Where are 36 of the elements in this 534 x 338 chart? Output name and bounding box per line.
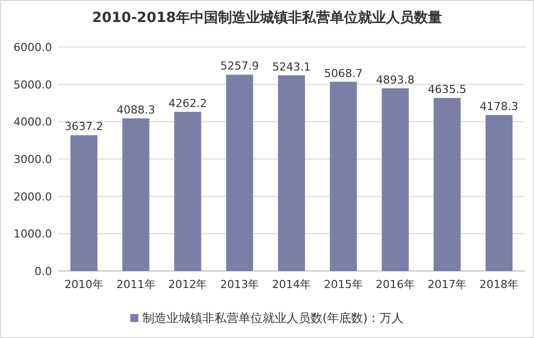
y-tick-label: 1000.0 bbox=[14, 228, 52, 241]
y-tick-label: 3000.0 bbox=[14, 153, 52, 166]
bar bbox=[486, 115, 513, 271]
x-tick-label: 2018年 bbox=[480, 278, 519, 291]
x-tick-label: 2016年 bbox=[376, 278, 415, 291]
data-label: 4262.2 bbox=[168, 96, 207, 110]
bar bbox=[382, 88, 409, 271]
bar bbox=[434, 98, 461, 271]
data-label: 5257.9 bbox=[220, 60, 259, 73]
bar bbox=[330, 82, 357, 271]
x-tick-label: 2015年 bbox=[324, 278, 363, 291]
data-label: 4893.8 bbox=[376, 73, 415, 86]
y-tick-label: 2000.0 bbox=[14, 190, 52, 204]
y-tick-label: 4000.0 bbox=[14, 116, 52, 129]
x-tick-label: 2017年 bbox=[428, 278, 467, 291]
chart-title: 2010-2018年中国制造业城镇非私营单位就业人员数量 bbox=[92, 10, 442, 26]
bar bbox=[278, 75, 305, 271]
x-tick-label: 2011年 bbox=[116, 278, 156, 291]
legend-label: 制造业城镇非私营单位就业人员数(年底数)：万人 bbox=[142, 311, 404, 325]
bar bbox=[122, 118, 150, 271]
data-label: 4178.3 bbox=[480, 100, 518, 114]
x-tick-label: 2014年 bbox=[272, 278, 311, 291]
bar bbox=[70, 135, 98, 271]
x-tick-label: 2012年 bbox=[168, 278, 208, 291]
data-label: 5243.1 bbox=[272, 60, 311, 74]
x-tick-label: 2013年 bbox=[220, 278, 260, 291]
bar bbox=[226, 74, 254, 271]
y-tick-label: 5000.0 bbox=[14, 78, 52, 92]
data-label: 5068.7 bbox=[324, 66, 363, 80]
data-label: 3637.2 bbox=[64, 120, 104, 134]
y-tick-label: 0.0 bbox=[34, 265, 52, 278]
bar bbox=[174, 112, 202, 271]
data-label: 4635.5 bbox=[428, 82, 466, 96]
y-tick-label: 6000.0 bbox=[14, 41, 52, 54]
x-tick-label: 2010年 bbox=[64, 278, 104, 291]
data-label: 4088.3 bbox=[116, 103, 156, 116]
